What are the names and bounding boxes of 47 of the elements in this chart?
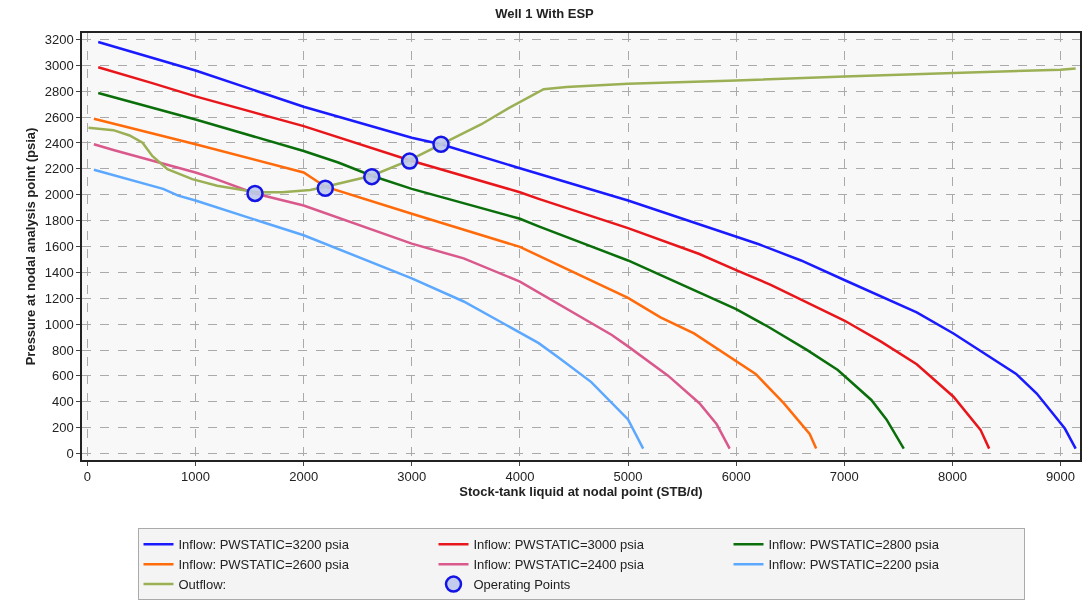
legend-label: Inflow: PWSTATIC=2200 psia bbox=[768, 557, 940, 573]
y-tick-label: 1200 bbox=[44, 290, 74, 306]
y-tick-label: 0 bbox=[66, 446, 74, 462]
y-tick-label: 1400 bbox=[44, 264, 74, 280]
y-tick-label: 200 bbox=[51, 420, 74, 436]
legend-label: Inflow: PWSTATIC=2800 psia bbox=[768, 537, 940, 553]
point bbox=[400, 152, 419, 170]
x-tick-label: 5000 bbox=[613, 469, 643, 485]
legend-label: Outflow: bbox=[178, 577, 227, 593]
point bbox=[316, 179, 335, 198]
x-axis-title: Stock-tank liquid at nodal point (STB/d) bbox=[459, 484, 703, 500]
line-series bbox=[92, 117, 818, 450]
chart-title: Well 1 With ESP bbox=[495, 6, 595, 22]
x-tick-label: 3000 bbox=[397, 469, 427, 485]
y-tick-label: 400 bbox=[51, 394, 74, 410]
y-tick-label: 2200 bbox=[44, 161, 74, 177]
y-tick-label: 2400 bbox=[44, 135, 74, 151]
point bbox=[246, 184, 264, 203]
legend-label: Inflow: PWSTATIC=3200 psia bbox=[178, 537, 350, 553]
legend-label: Inflow: PWSTATIC=2600 psia bbox=[178, 557, 350, 573]
y-tick-label: 2000 bbox=[44, 187, 74, 203]
y-tick-label: 600 bbox=[51, 368, 74, 384]
point bbox=[432, 135, 450, 154]
line-series bbox=[92, 143, 731, 450]
y-tick-label: 2600 bbox=[44, 109, 74, 125]
x-tick-label: 4000 bbox=[505, 469, 535, 485]
x-tick-label: 6000 bbox=[721, 469, 751, 485]
legend-label: Inflow: PWSTATIC=3000 psia bbox=[473, 537, 645, 553]
y-tick-label: 1600 bbox=[44, 239, 74, 255]
y-tick-label: 1000 bbox=[44, 316, 74, 332]
x-tick-label: 8000 bbox=[937, 469, 967, 485]
line-series bbox=[92, 168, 645, 450]
y-axis-title: Pressure at nodal analysis point (psia) bbox=[23, 127, 39, 366]
x-tick-label: 7000 bbox=[829, 469, 859, 485]
x-tick-label: 1000 bbox=[181, 469, 210, 485]
y-tick-label: 3200 bbox=[44, 32, 74, 48]
x-tick-label: 0 bbox=[83, 469, 92, 485]
x-tick-label: 9000 bbox=[1046, 469, 1075, 485]
legend-label: Inflow: PWSTATIC=2400 psia bbox=[473, 557, 645, 573]
y-tick-label: 2800 bbox=[44, 83, 74, 99]
legend-label: Operating Points bbox=[473, 577, 571, 593]
y-tick-label: 800 bbox=[51, 342, 74, 358]
y-tick-label: 3000 bbox=[44, 57, 74, 73]
point bbox=[363, 167, 381, 186]
x-tick-label: 2000 bbox=[289, 469, 319, 485]
line-series bbox=[96, 91, 906, 450]
y-tick-label: 1800 bbox=[44, 213, 74, 229]
